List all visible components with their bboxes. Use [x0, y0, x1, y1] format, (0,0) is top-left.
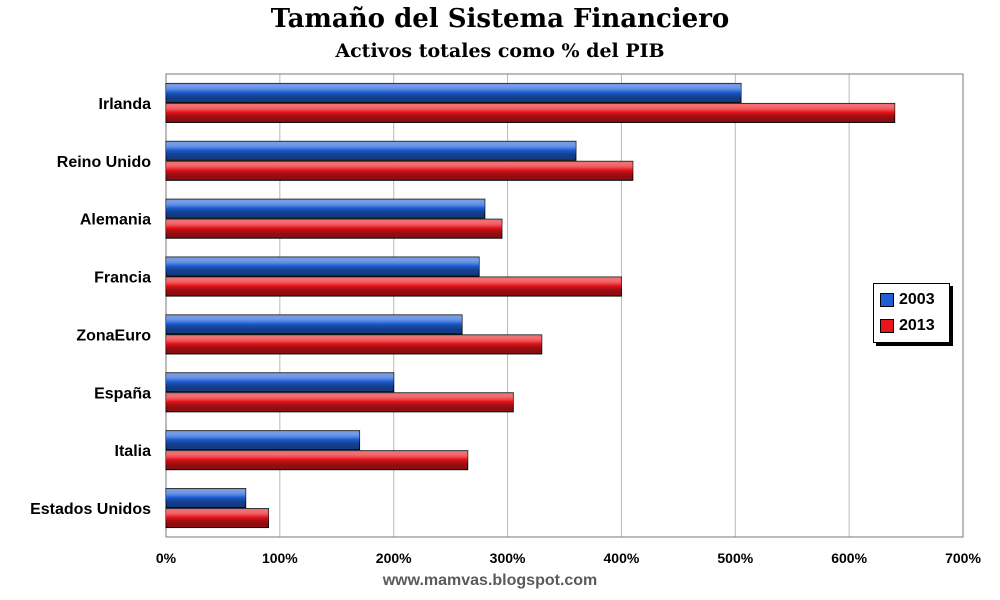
source-url: www.mamvas.blogspot.com — [382, 572, 598, 589]
legend-label-2003: 2003 — [899, 291, 935, 308]
category-label-7: Estados Unidos — [30, 501, 151, 518]
bar-shade-2003-1 — [166, 141, 576, 161]
bar-shade-2013-7 — [166, 508, 269, 528]
bar-shade-2003-0 — [166, 83, 741, 103]
bar-shade-2003-6 — [166, 430, 360, 450]
bar-shade-2013-4 — [166, 334, 542, 354]
chart-title: Tamaño del Sistema Financiero — [270, 4, 730, 34]
legend-item-2013: 2013 — [880, 316, 935, 336]
bar-shade-2003-7 — [166, 488, 246, 508]
category-label-6: Italia — [115, 443, 152, 460]
bar-shade-2013-1 — [166, 161, 633, 181]
chart-legend: 2003 2013 — [873, 283, 950, 343]
bar-shade-2013-5 — [166, 392, 514, 412]
x-tick-label-300: 300% — [490, 550, 526, 566]
category-label-0: Irlanda — [99, 96, 152, 113]
x-tick-label-0: 0% — [156, 550, 177, 566]
x-tick-label-100: 100% — [262, 550, 298, 566]
bar-shade-2013-0 — [166, 103, 895, 123]
chart-subtitle: Activos totales como % del PIB — [335, 40, 665, 62]
x-tick-label-600: 600% — [831, 550, 867, 566]
bar-shade-2003-3 — [166, 257, 480, 277]
bar-shade-2013-6 — [166, 450, 468, 470]
category-label-1: Reino Unido — [57, 154, 151, 171]
bar-shade-2003-2 — [166, 199, 485, 219]
category-label-3: Francia — [94, 270, 151, 287]
category-label-5: España — [94, 385, 151, 402]
x-tick-label-400: 400% — [604, 550, 640, 566]
category-label-2: Alemania — [80, 212, 151, 229]
bar-shade-2003-5 — [166, 372, 394, 392]
legend-swatch-2013 — [880, 319, 894, 333]
bar-shade-2003-4 — [166, 314, 463, 334]
x-tick-label-200: 200% — [376, 550, 412, 566]
bar-shade-2013-2 — [166, 219, 502, 239]
legend-item-2003: 2003 — [880, 290, 935, 310]
bar-shade-2013-3 — [166, 277, 622, 297]
plot-area — [165, 73, 964, 538]
x-tick-label-700: 700% — [945, 550, 981, 566]
x-tick-label-500: 500% — [717, 550, 753, 566]
legend-label-2013: 2013 — [899, 317, 935, 334]
legend-swatch-2003 — [880, 293, 894, 307]
category-label-4: ZonaEuro — [76, 327, 151, 344]
